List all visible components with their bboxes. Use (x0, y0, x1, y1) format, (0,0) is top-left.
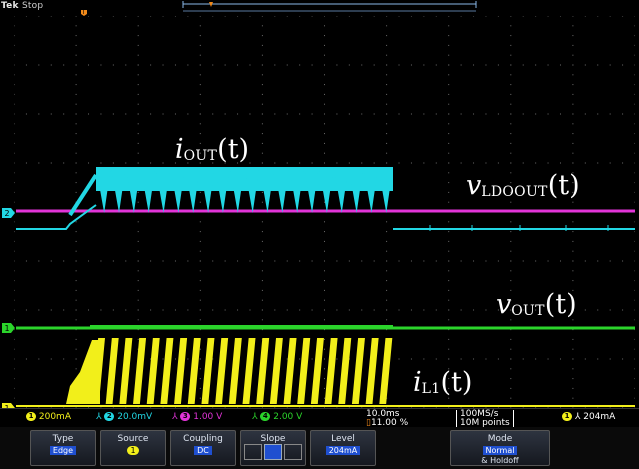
acquisition-state: Stop (21, 1, 44, 11)
trigger-readout[interactable]: 1 ⅄ 204mA (562, 412, 615, 422)
timebase-readout[interactable]: 10.0ms ▯11.00 % (366, 409, 409, 428)
mode-button[interactable]: Mode Normal & Holdoff (450, 430, 550, 466)
record-view-overview: T (81, 1, 477, 16)
label-iout: iOUT(t) (175, 134, 250, 165)
ch4-marker-icon: 1 (2, 323, 15, 333)
ch3-readout[interactable]: ⅄ 3 1.00 V (172, 412, 223, 422)
coupling-button[interactable]: Coupling DC (170, 430, 236, 466)
trace-ch1-rise (66, 340, 100, 404)
slope-button[interactable]: Slope (240, 430, 306, 466)
svg-text:T: T (81, 9, 86, 16)
label-vout: vOUT(t) (496, 289, 577, 320)
slope-either-icon (284, 444, 302, 460)
ch2-readout[interactable]: ⅄ 2 20.0mV (96, 412, 153, 422)
source-button[interactable]: Source 1 (100, 430, 166, 466)
trigger-marker-icon (81, 10, 87, 16)
trigger-menu: Type Edge Source 1 Coupling DC Slope Level 2… (0, 427, 639, 469)
ch2-marker-icon: 2 (2, 208, 15, 218)
slope-rising-icon (244, 444, 262, 460)
channel-status-bar: 1 200mA ⅄ 2 20.0mV ⅄ 3 1.00 V ⅄ 4 2.00 V… (0, 408, 639, 428)
trace-ch2-ramp (16, 204, 97, 230)
label-il1: iL1(t) (413, 367, 473, 398)
ch4-readout[interactable]: ⅄ 4 2.00 V (252, 412, 303, 422)
brand-name: Tek (1, 1, 19, 11)
label-vldoout: vLDOOUT(t) (466, 170, 580, 201)
trace-ch2-band-top (96, 167, 393, 191)
waveform-traces (16, 167, 635, 407)
trigger-position-icon (209, 2, 213, 7)
ch1-readout[interactable]: 1 200mA (26, 412, 71, 422)
trace-ch1-band (92, 338, 393, 404)
level-button[interactable]: Level 204mA (310, 430, 376, 466)
trace-ch2-fill (68, 173, 98, 217)
slope-falling-icon (264, 444, 282, 460)
acquisition-readout[interactable]: 100MS/s 10M points (456, 410, 514, 428)
type-button[interactable]: Type Edge (30, 430, 96, 466)
grid (14, 16, 635, 408)
brand-label: Tek Stop (1, 1, 43, 11)
svg-text:2: 2 (4, 209, 9, 218)
svg-text:1: 1 (4, 324, 9, 333)
top-status-bar: Tek Stop T (0, 0, 639, 16)
